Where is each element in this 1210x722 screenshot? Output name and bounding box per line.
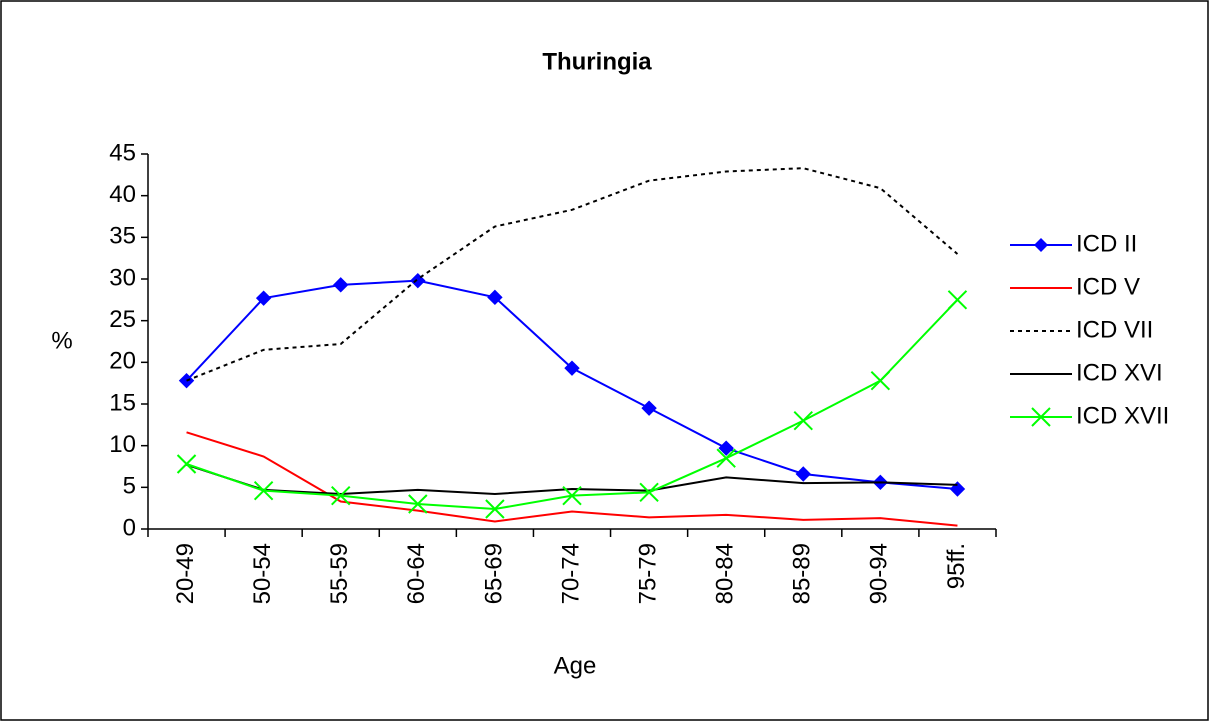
legend-label: ICD XVII <box>1076 402 1169 429</box>
y-axis-label: % <box>51 327 72 354</box>
marker <box>641 400 657 416</box>
y-tick-label: 15 <box>109 389 136 416</box>
series-line <box>186 431 958 527</box>
y-tick-label: 30 <box>109 264 136 291</box>
marker <box>176 454 197 474</box>
x-tick-label: 80-84 <box>712 543 739 604</box>
marker <box>253 480 274 501</box>
marker <box>564 360 580 376</box>
x-tick-label: 85-89 <box>789 543 816 604</box>
marker <box>331 485 351 506</box>
marker <box>718 440 734 456</box>
y-tick-label: 25 <box>109 306 136 333</box>
x-tick-label: 50-54 <box>249 543 276 604</box>
legend-label: ICD II <box>1076 230 1137 257</box>
marker <box>795 466 811 482</box>
x-tick-label: 60-64 <box>403 543 430 604</box>
series-line <box>186 463 958 496</box>
marker <box>947 290 968 310</box>
x-tick-label: 20-49 <box>172 543 199 604</box>
marker <box>485 499 505 519</box>
y-tick-label: 0 <box>123 514 136 541</box>
chart-title: Thuringia <box>542 48 652 75</box>
marker <box>716 448 736 468</box>
y-tick-label: 35 <box>109 223 136 250</box>
x-tick-label: 70-74 <box>557 543 584 604</box>
y-tick-label: 45 <box>109 139 136 166</box>
legend-label: ICD XVI <box>1076 359 1163 386</box>
marker <box>178 372 195 389</box>
x-tick-label: 65-69 <box>480 543 507 604</box>
legend-label: ICD VII <box>1076 316 1153 343</box>
marker <box>562 485 582 506</box>
x-tick-label: 90-94 <box>866 543 893 604</box>
x-axis-label: Age <box>554 652 597 679</box>
x-tick-label: 55-59 <box>326 543 353 604</box>
y-tick-label: 40 <box>109 181 136 208</box>
marker <box>255 290 272 306</box>
x-tick-label: 75-79 <box>634 543 661 604</box>
legend-label: ICD V <box>1076 273 1140 300</box>
marker <box>408 494 428 514</box>
legend-marker <box>1031 407 1051 427</box>
x-tick-label: 95ff. <box>943 543 970 589</box>
marker <box>870 370 891 391</box>
marker <box>333 277 349 293</box>
marker <box>487 289 503 306</box>
y-tick-label: 10 <box>109 431 136 458</box>
marker <box>639 482 659 503</box>
y-tick-label: 5 <box>123 473 136 500</box>
series-line <box>186 167 959 382</box>
marker <box>793 410 813 431</box>
legend-marker <box>1034 238 1048 252</box>
y-tick-label: 20 <box>109 348 136 375</box>
